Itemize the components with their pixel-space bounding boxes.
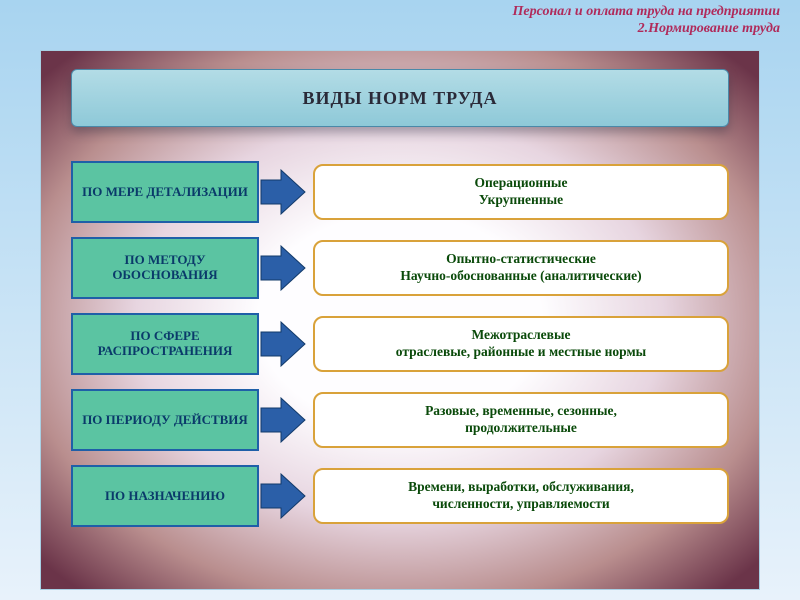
description-line: Межотраслевые xyxy=(471,327,570,344)
description-line: Разовые, временные, сезонные, xyxy=(425,403,617,420)
description-line: Научно-обоснованные (аналитические) xyxy=(400,268,641,285)
category-box: ПО МЕТОДУ ОБОСНОВАНИЯ xyxy=(71,237,259,299)
category-box: ПО НАЗНАЧЕНИЮ xyxy=(71,465,259,527)
arrow-icon xyxy=(255,161,319,223)
slide-header: Персонал и оплата труда на предприятии 2… xyxy=(512,4,780,38)
rows-container: ПО МЕРЕ ДЕТАЛИЗАЦИИ ОперационныеУкрупненн… xyxy=(71,161,729,527)
diagram-title: ВИДЫ НОРМ ТРУДА xyxy=(71,69,729,127)
arrow-icon xyxy=(255,313,319,375)
description-line: продолжительные xyxy=(465,420,577,437)
category-box: ПО МЕРЕ ДЕТАЛИЗАЦИИ xyxy=(71,161,259,223)
header-line-1: Персонал и оплата труда на предприятии xyxy=(512,4,780,21)
description-line: Опытно-статистические xyxy=(446,251,596,268)
diagram-title-text: ВИДЫ НОРМ ТРУДА xyxy=(302,88,497,109)
arrow-icon xyxy=(255,389,319,451)
main-panel: ВИДЫ НОРМ ТРУДА ПО МЕРЕ ДЕТАЛИЗАЦИИ Опера… xyxy=(40,50,760,590)
description-box: Времени, выработки, обслуживания,численн… xyxy=(313,468,729,524)
arrow-icon xyxy=(255,237,319,299)
description-line: отраслевые, районные и местные нормы xyxy=(396,344,646,361)
description-line: Времени, выработки, обслуживания, xyxy=(408,479,634,496)
classification-row: ПО МЕТОДУ ОБОСНОВАНИЯ Опытно-статистическ… xyxy=(71,237,729,299)
description-line: Операционные xyxy=(475,175,568,192)
description-box: ОперационныеУкрупненные xyxy=(313,164,729,220)
category-box: ПО СФЕРЕ РАСПРОСТРАНЕНИЯ xyxy=(71,313,259,375)
classification-row: ПО МЕРЕ ДЕТАЛИЗАЦИИ ОперационныеУкрупненн… xyxy=(71,161,729,223)
header-line-2: 2.Нормирование труда xyxy=(512,21,780,38)
arrow-icon xyxy=(255,465,319,527)
description-box: Разовые, временные, сезонные,продолжител… xyxy=(313,392,729,448)
classification-row: ПО НАЗНАЧЕНИЮ Времени, выработки, обслужи… xyxy=(71,465,729,527)
category-box: ПО ПЕРИОДУ ДЕЙСТВИЯ xyxy=(71,389,259,451)
description-box: Опытно-статистическиеНаучно-обоснованные… xyxy=(313,240,729,296)
description-box: Межотраслевыеотраслевые, районные и мест… xyxy=(313,316,729,372)
description-line: численности, управляемости xyxy=(432,496,609,513)
classification-row: ПО ПЕРИОДУ ДЕЙСТВИЯ Разовые, временные, с… xyxy=(71,389,729,451)
description-line: Укрупненные xyxy=(479,192,563,209)
classification-row: ПО СФЕРЕ РАСПРОСТРАНЕНИЯ Межотраслевыеотр… xyxy=(71,313,729,375)
